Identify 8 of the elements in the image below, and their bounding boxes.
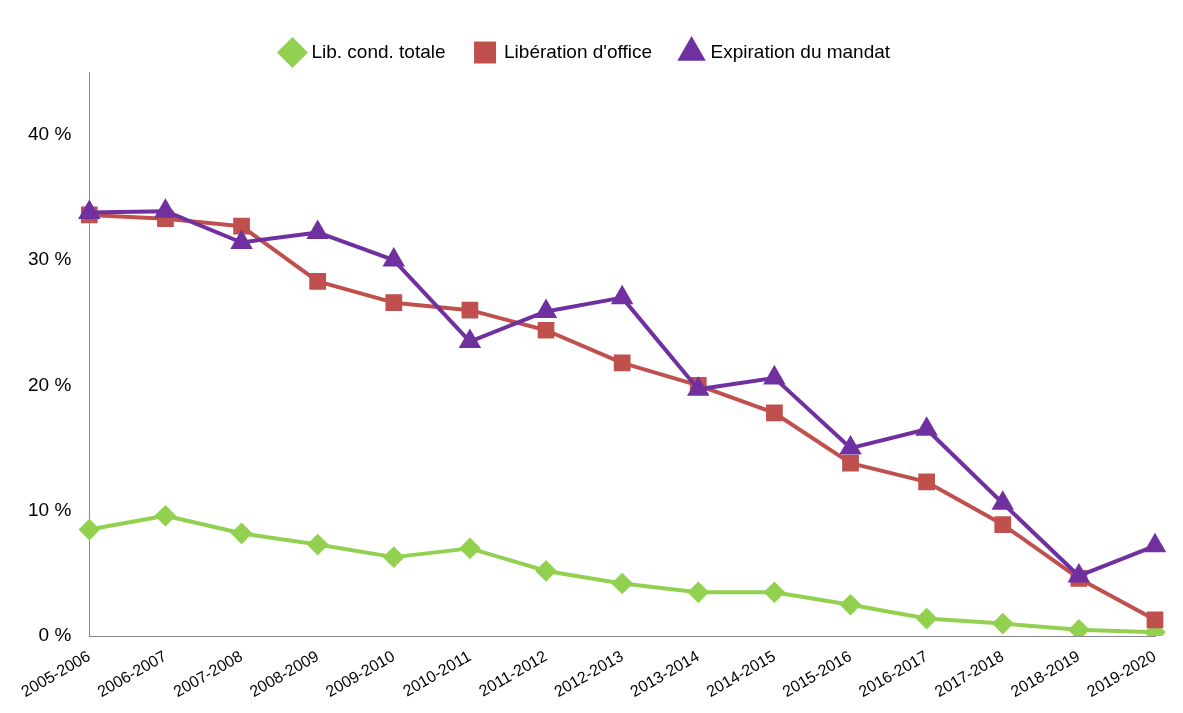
legend-label: Lib. cond. totale [311,40,446,62]
legend-label: Expiration du mandat [710,40,891,62]
y-tick-label: 40 % [27,122,72,144]
legend-label: Libération d'office [504,40,653,62]
y-tick-label: 10 % [27,498,72,520]
y-tick-label: 0 % [38,624,72,646]
y-tick-label: 20 % [27,373,72,395]
y-tick-label: 30 % [27,248,72,270]
